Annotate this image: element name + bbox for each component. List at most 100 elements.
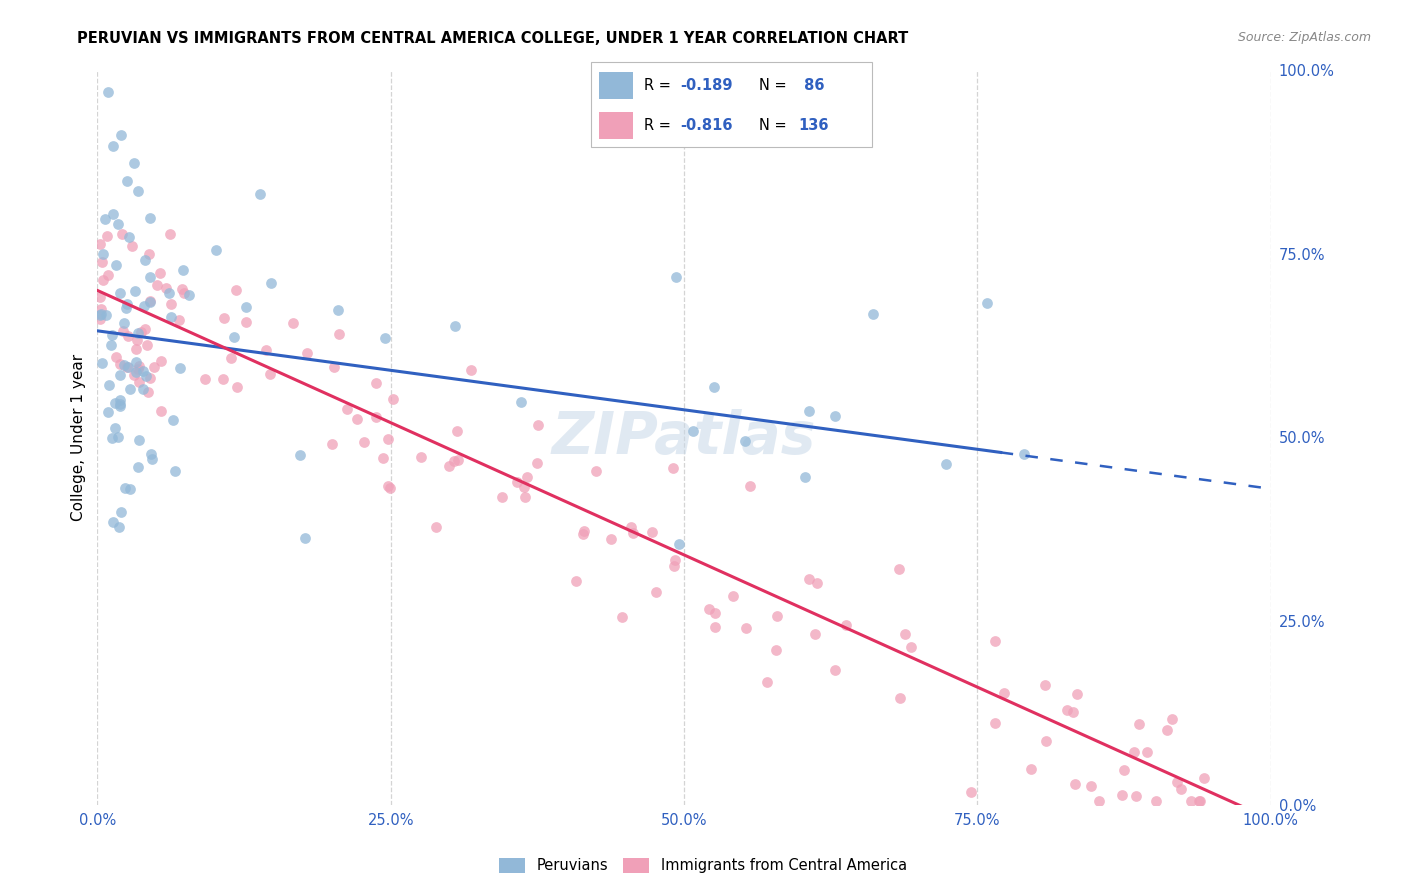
Point bbox=[738, 479, 761, 493]
Point bbox=[103, 421, 125, 435]
Point bbox=[127, 361, 149, 376]
Point bbox=[697, 602, 720, 616]
Point bbox=[1188, 794, 1211, 808]
Point bbox=[91, 247, 114, 261]
Point bbox=[222, 330, 245, 344]
Point bbox=[235, 300, 257, 314]
Point bbox=[110, 505, 132, 519]
Point bbox=[173, 285, 195, 300]
Point bbox=[510, 394, 533, 409]
Point bbox=[89, 290, 111, 304]
Point bbox=[96, 229, 118, 244]
Point bbox=[794, 470, 817, 484]
Point bbox=[97, 85, 120, 99]
Point bbox=[516, 470, 538, 484]
Point bbox=[766, 609, 789, 624]
Point bbox=[122, 156, 145, 170]
Point bbox=[100, 328, 122, 343]
Point bbox=[572, 526, 595, 541]
Point bbox=[94, 308, 117, 322]
Point bbox=[134, 322, 156, 336]
Point bbox=[1087, 794, 1109, 808]
Point bbox=[960, 785, 983, 799]
Point bbox=[297, 345, 319, 359]
Point bbox=[112, 324, 135, 338]
Point bbox=[321, 437, 343, 451]
Point bbox=[117, 359, 139, 374]
Point bbox=[108, 397, 131, 411]
Text: -0.816: -0.816 bbox=[681, 118, 733, 133]
Point bbox=[425, 520, 447, 534]
Point bbox=[668, 537, 690, 551]
Point bbox=[734, 434, 756, 448]
Point bbox=[162, 412, 184, 426]
Point bbox=[104, 258, 127, 272]
Point bbox=[512, 480, 534, 494]
Point bbox=[1035, 734, 1057, 748]
Point bbox=[101, 207, 124, 221]
Point bbox=[353, 435, 375, 450]
Point bbox=[97, 268, 120, 283]
Point bbox=[662, 460, 685, 475]
Point bbox=[1111, 788, 1133, 802]
Point bbox=[526, 456, 548, 470]
Point bbox=[110, 128, 132, 142]
Bar bbox=[599, 71, 633, 99]
Point bbox=[323, 359, 346, 374]
Point bbox=[254, 343, 277, 358]
Point bbox=[664, 552, 686, 566]
Text: ZIPatlas: ZIPatlas bbox=[551, 409, 817, 466]
Point bbox=[112, 358, 135, 372]
Point bbox=[1122, 745, 1144, 759]
Point bbox=[132, 383, 155, 397]
Point bbox=[460, 362, 482, 376]
Point bbox=[755, 675, 778, 690]
Point bbox=[721, 589, 744, 603]
Point bbox=[212, 372, 235, 386]
Point bbox=[600, 532, 623, 546]
Point bbox=[134, 253, 156, 268]
Point bbox=[803, 626, 825, 640]
Point bbox=[118, 382, 141, 396]
Point bbox=[610, 610, 633, 624]
Bar bbox=[599, 112, 633, 139]
Text: 136: 136 bbox=[799, 118, 830, 133]
Point bbox=[935, 457, 957, 471]
Point bbox=[378, 481, 401, 495]
Point bbox=[89, 237, 111, 252]
Point bbox=[145, 278, 167, 293]
Point bbox=[1180, 794, 1202, 808]
Point bbox=[226, 380, 249, 394]
Point bbox=[98, 378, 121, 392]
Text: R =: R = bbox=[644, 118, 675, 133]
Point bbox=[976, 296, 998, 310]
Point bbox=[437, 458, 460, 473]
Point bbox=[132, 364, 155, 378]
Point bbox=[1063, 777, 1085, 791]
Point bbox=[1166, 774, 1188, 789]
Point bbox=[374, 331, 396, 345]
Text: R =: R = bbox=[644, 78, 675, 93]
Point bbox=[219, 351, 242, 365]
Point bbox=[734, 622, 756, 636]
Point bbox=[155, 281, 177, 295]
Point bbox=[506, 475, 529, 490]
Point bbox=[621, 526, 644, 541]
Point bbox=[117, 359, 139, 374]
Point bbox=[141, 452, 163, 467]
FancyBboxPatch shape bbox=[591, 62, 872, 147]
Point bbox=[620, 520, 643, 534]
Point bbox=[212, 311, 235, 326]
Point bbox=[364, 409, 387, 424]
Point bbox=[409, 450, 432, 464]
Point bbox=[1128, 717, 1150, 731]
Point bbox=[128, 433, 150, 447]
Point bbox=[887, 561, 910, 575]
Point bbox=[382, 392, 405, 406]
Point bbox=[89, 312, 111, 326]
Point bbox=[704, 620, 727, 634]
Point bbox=[1066, 687, 1088, 701]
Point bbox=[984, 716, 1007, 731]
Point bbox=[446, 424, 468, 438]
Point bbox=[117, 174, 139, 188]
